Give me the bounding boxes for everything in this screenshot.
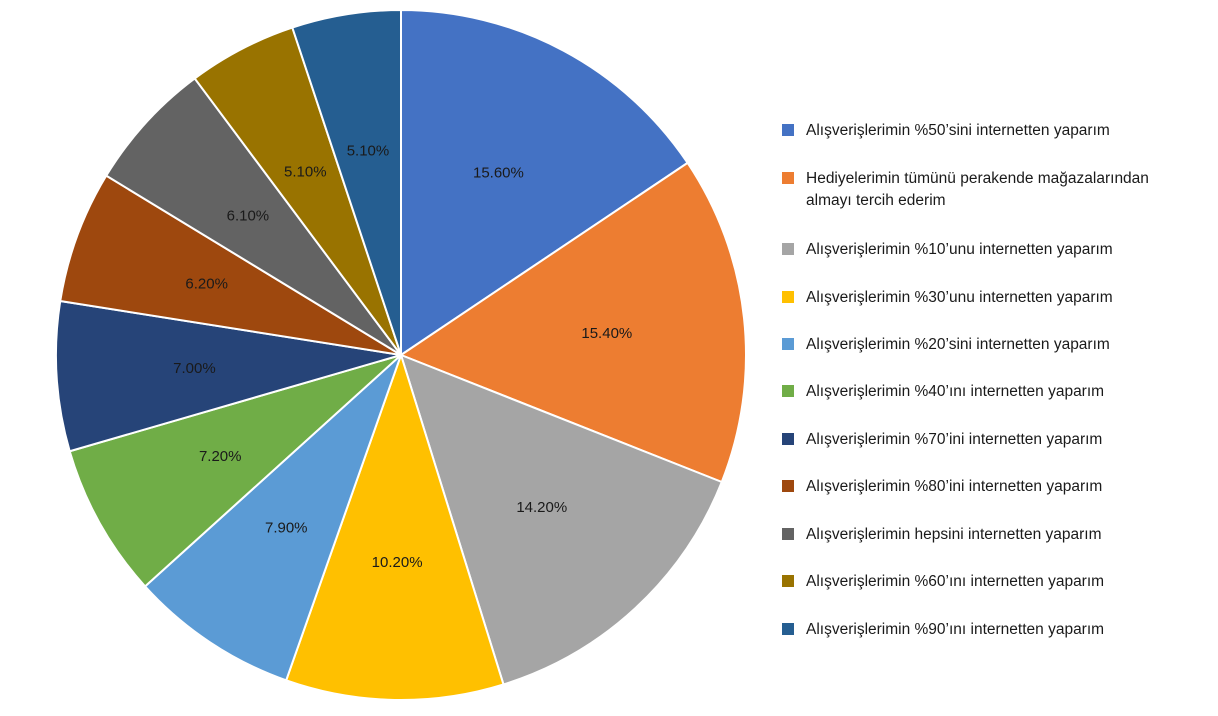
pie-slice xyxy=(59,174,402,356)
legend-label: Alışverişlerimin %70’ini internetten yap… xyxy=(806,431,1103,448)
legend-label: Alışverişlerimin %50’sini internetten ya… xyxy=(806,122,1110,139)
slice-data-label: 6.10% xyxy=(227,208,270,225)
legend-swatch xyxy=(782,291,794,303)
pie-chart: 15.60% 15.40% 14.20% 10.20% 7.90% 7.20% 7.00% 6… xyxy=(55,8,747,701)
pie-slice xyxy=(55,299,402,453)
legend-label: Alışverişlerimin hepsini internetten yap… xyxy=(806,526,1102,543)
legend-item: Alışverişlerimin %40’ını internetten yap… xyxy=(782,381,1196,403)
pie-slice xyxy=(400,8,689,357)
legend-swatch xyxy=(782,338,794,350)
legend-label: Alışverişlerimin %40’ını internetten yap… xyxy=(806,383,1105,400)
pie-slice xyxy=(143,354,402,682)
legend-label: Alışverişlerimin %90’ını internetten yap… xyxy=(806,621,1105,638)
legend-label: Hediyelerimin tümünü perakende mağazalar… xyxy=(806,170,1149,209)
legend-swatch xyxy=(782,623,794,635)
legend-item: Alışverişlerimin %90’ını internetten yap… xyxy=(782,619,1196,641)
legend-swatch xyxy=(782,385,794,397)
legend-item: Alışverişlerimin %60’ını internetten yap… xyxy=(782,571,1196,593)
pie-slice xyxy=(291,8,402,356)
legend-item: Alışverişlerimin %80’ini internetten yap… xyxy=(782,476,1196,498)
pie-slice xyxy=(398,161,747,484)
slice-data-label: 15.40% xyxy=(581,325,632,342)
legend-swatch xyxy=(782,480,794,492)
slice-data-label: 5.10% xyxy=(347,143,390,160)
legend-swatch xyxy=(782,124,794,136)
legend-label: Alışverişlerimin %30’unu internetten yap… xyxy=(806,289,1113,306)
slice-data-label: 14.20% xyxy=(516,499,567,516)
slice-data-label: 7.90% xyxy=(265,519,308,536)
legend-item: Alışverişlerimin %20’sini internetten ya… xyxy=(782,334,1196,356)
pie-slice xyxy=(399,353,724,686)
slice-data-label: 7.20% xyxy=(199,448,242,465)
legend-swatch xyxy=(782,575,794,587)
slice-data-label: 6.20% xyxy=(185,276,228,293)
legend-item: Alışverişlerimin %30’unu internetten yap… xyxy=(782,287,1196,309)
legend-swatch xyxy=(782,528,794,540)
legend-label: Alışverişlerimin %80’ini internetten yap… xyxy=(806,478,1103,495)
legend-swatch xyxy=(782,172,794,184)
slice-data-label: 5.10% xyxy=(284,163,327,180)
legend-swatch xyxy=(782,433,794,445)
legend-label: Alışverişlerimin %10’unu internetten yap… xyxy=(806,241,1113,258)
pie-slices xyxy=(55,8,747,701)
pie-slice xyxy=(284,351,505,701)
legend-label: Alışverişlerimin %60’ını internetten yap… xyxy=(806,573,1105,590)
pie-data-labels: 15.60% 15.40% 14.20% 10.20% 7.90% 7.20% 7.00% 6… xyxy=(173,143,632,571)
slice-data-label: 10.20% xyxy=(372,554,423,571)
pie-slice xyxy=(104,77,402,356)
slice-data-label: 15.60% xyxy=(473,164,524,181)
legend-item: Alışverişlerimin %50’sini internetten ya… xyxy=(782,120,1196,142)
pie-slice xyxy=(68,354,402,588)
legend-item: Alışverişlerimin %70’ini internetten yap… xyxy=(782,429,1196,451)
legend-item: Alışverişlerimin hepsini internetten yap… xyxy=(782,524,1196,546)
legend-item: Alışverişlerimin %10’unu internetten yap… xyxy=(782,239,1196,261)
legend-label: Alışverişlerimin %20’sini internetten ya… xyxy=(806,336,1110,353)
slice-data-label: 7.00% xyxy=(173,360,216,377)
legend-swatch xyxy=(782,243,794,255)
legend-item: Hediyelerimin tümünü perakende mağazalar… xyxy=(782,168,1196,212)
